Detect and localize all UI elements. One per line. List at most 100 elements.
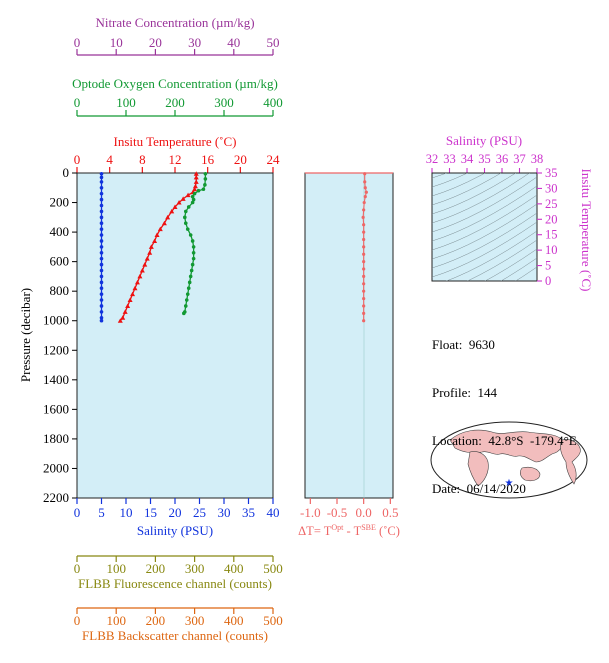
oxygen-point — [203, 177, 208, 181]
temperature-axis-label: Insitu Temperature (˚C) — [113, 134, 236, 149]
profile-date: Date: 06/14/2020 — [432, 481, 526, 496]
oxygen-point — [187, 280, 192, 285]
temperature-point — [172, 204, 178, 209]
ts-temperature-tick-label: 35 — [545, 166, 558, 180]
salinity-point — [99, 180, 104, 184]
oxygen-axis-label: Optode Oxygen Concentration (µm/kg) — [72, 76, 278, 91]
nitrate-tick-label: 30 — [188, 35, 201, 50]
salinity-point — [99, 256, 104, 261]
oxygen-axis: Optode Oxygen Concentration (µm/kg) 0 100… — [72, 76, 283, 117]
density-contour — [484, 248, 537, 281]
delta-t-point — [362, 230, 366, 234]
temperature-tick-label: 0 — [74, 152, 81, 167]
density-contour — [445, 230, 537, 281]
pressure-axis-label: Pressure (decibar) — [18, 288, 33, 382]
nitrate-tick-label: 20 — [149, 35, 162, 50]
oxygen-point — [196, 188, 201, 193]
oxygen-point — [183, 209, 188, 214]
salinity-tick-label: 30 — [218, 505, 231, 520]
ts-temperature-tick-label: 20 — [545, 212, 558, 226]
temperature-axis: Insitu Temperature (˚C) 0 4 8 12 16 20 24 — [74, 134, 280, 173]
temperature-point — [154, 232, 160, 238]
ts-salinity-tick-label: 34 — [461, 152, 474, 166]
oxygen-point — [190, 239, 195, 243]
delta-t-point — [363, 180, 367, 184]
temperature-point — [192, 183, 198, 189]
pressure-tick-label: 0 — [63, 165, 70, 180]
temperature-point — [122, 309, 128, 314]
backscatter-axis: 0 100 200 300 400 500 FLBB Backscatter channe… — [74, 607, 283, 643]
salinity-tick-label: 20 — [169, 505, 182, 520]
temperature-point — [132, 285, 138, 291]
delta-t-point — [362, 260, 366, 264]
temperature-point — [161, 220, 167, 226]
temperature-point — [148, 244, 154, 249]
oxygen-point — [185, 292, 190, 296]
salinity-tick-label: 40 — [267, 505, 280, 520]
temperature-tick-label: 8 — [139, 152, 146, 167]
delta-t-point — [362, 200, 366, 205]
oxygen-tick-label: 300 — [214, 95, 234, 110]
ts-temperature-tick-label: 25 — [545, 197, 558, 211]
ts-temperature-tick-label: 10 — [545, 243, 558, 257]
delta-t-point — [364, 190, 368, 194]
pressure-tick-label: 2000 — [43, 460, 69, 475]
delta-t-point — [362, 208, 366, 212]
oxygen-tick-label: 100 — [116, 95, 136, 110]
oxygen-point — [191, 256, 196, 261]
oxygen-point — [184, 298, 189, 302]
float-location-marker: ★ — [505, 478, 514, 489]
pressure-axis: 0 200 400 600 800 1000 1200 1400 1600 1800 2000 220… — [43, 165, 77, 505]
map-land-australia — [520, 466, 541, 482]
temperature-point — [169, 208, 175, 214]
temperature-tick-label: 24 — [267, 152, 281, 167]
density-contour — [432, 173, 531, 224]
pressure-tick-label: 200 — [50, 195, 70, 210]
oxygen-point — [183, 304, 188, 308]
temperature-tick-label: 4 — [106, 152, 113, 167]
ts-salinity-tick-label: 32 — [426, 152, 439, 166]
fluorescence-axis-label: FLBB Fluorescence channel (counts) — [78, 576, 272, 591]
delta-t-point — [362, 296, 366, 301]
delta-t-axis: -1.0 -0.5 0.0 0.5 — [300, 172, 398, 520]
ts-salinity-axis-label: Salinity (PSU) — [446, 133, 522, 148]
density-contour — [432, 194, 537, 251]
oxygen-point — [186, 286, 191, 291]
salinity-point — [99, 215, 104, 220]
oxygen-point — [203, 183, 207, 187]
backscatter-axis-label: FLBB Backscatter channel (counts) — [82, 628, 268, 643]
delta-t-point — [362, 282, 366, 286]
pressure-tick-label: 1600 — [43, 401, 69, 416]
fluorescence-tick-label: 300 — [185, 561, 205, 576]
ts-temperature-tick-label: 0 — [545, 274, 551, 288]
temperature-point — [142, 262, 148, 267]
delta-t-point — [362, 304, 366, 308]
density-contour — [515, 266, 537, 281]
salinity-tick-label: 10 — [120, 505, 133, 520]
ts-temperature-tick-label: 15 — [545, 228, 558, 242]
temperature-point — [152, 238, 158, 243]
temperature-point — [139, 268, 145, 273]
temperature-point — [117, 318, 123, 323]
density-contour — [432, 173, 517, 215]
fluorescence-tick-label: 0 — [74, 561, 81, 576]
float-info: Float: 9630 Profile: 144 Location: 42.8°… — [432, 305, 577, 513]
fluorescence-tick-label: 400 — [224, 561, 244, 576]
delta-t-tick-label: 0.0 — [356, 505, 372, 520]
temperature-point — [193, 174, 199, 180]
salinity-point — [99, 292, 104, 296]
salinity-point — [99, 298, 104, 302]
temperature-point — [193, 179, 199, 184]
oxygen-tick-label: 400 — [263, 95, 283, 110]
oxygen-tick-label: 0 — [74, 95, 81, 110]
pressure-tick-label: 800 — [50, 283, 70, 298]
salinity-point — [99, 221, 104, 226]
salinity-point — [99, 268, 104, 273]
delta-t-point — [362, 267, 366, 271]
density-contours — [432, 173, 537, 281]
density-contour — [466, 239, 537, 281]
oxygen-tick-label: 200 — [165, 95, 185, 110]
delta-t-tick-label: 0.5 — [382, 505, 398, 520]
density-contour — [432, 185, 537, 242]
